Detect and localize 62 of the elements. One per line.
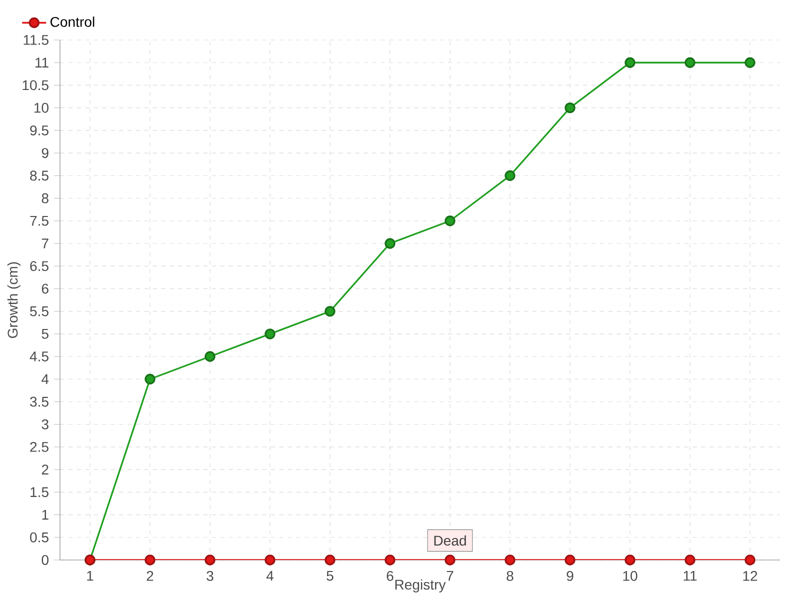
legend-label: Control: [50, 16, 94, 27]
point: [144, 374, 156, 384]
y-tick-label: 3.5: [30, 396, 48, 407]
point: [684, 57, 696, 68]
x-tick-label: 6: [386, 570, 394, 581]
x-tick-label: 4: [266, 570, 274, 581]
y-tick-label: 1: [42, 510, 48, 520]
point: [324, 306, 336, 317]
y-tick-label: 6.5: [30, 261, 48, 272]
y-tick-label: 1.5: [30, 487, 48, 498]
y-tick-label: 6: [42, 284, 48, 294]
y-axis-title: Growth (cm): [7, 262, 20, 338]
x-tick-label: 2: [146, 570, 154, 581]
point: [264, 554, 276, 566]
y-tick-label: 7.5: [30, 216, 48, 226]
point: [204, 554, 216, 566]
x-tick-label: 7: [446, 570, 454, 581]
point: [384, 238, 396, 249]
point: [264, 328, 276, 340]
y-tick-label: 8.5: [30, 170, 48, 181]
y-tick-label: 11.5: [24, 35, 48, 45]
y-tick-label: 3: [42, 419, 48, 430]
point: [624, 554, 636, 566]
y-tick-label: 4.5: [30, 352, 48, 362]
y-tick-label: 9: [42, 148, 48, 158]
point: [624, 57, 636, 68]
x-tick-label: 8: [506, 570, 514, 581]
x-tick-label: 9: [566, 570, 574, 581]
y-tick-label: 7: [42, 238, 48, 248]
point: [504, 554, 516, 566]
point: [504, 170, 516, 181]
y-tick-label: 5.5: [30, 306, 48, 316]
x-tick-label: 5: [326, 570, 334, 581]
y-tick-label: 0.5: [30, 532, 48, 542]
point: [384, 554, 396, 566]
y-tick-label: 8: [42, 193, 48, 204]
point: [684, 554, 696, 566]
y-tick-label: 0: [42, 555, 48, 565]
y-tick-label: 10.5: [22, 80, 48, 90]
y-tick-label: 9.5: [30, 125, 48, 136]
point: [324, 554, 336, 566]
point: [564, 554, 576, 566]
y-tick-label: 11: [36, 58, 48, 68]
point: [744, 554, 756, 566]
x-tick-label: 10: [623, 570, 638, 581]
y-tick-label: 2: [42, 464, 48, 474]
annotation: Dead: [434, 535, 466, 546]
x-tick-label: 11: [684, 570, 697, 581]
x-axis-title: Registry: [395, 579, 446, 592]
y-tick-label: 2.5: [30, 442, 48, 452]
point: [144, 554, 156, 566]
point: [744, 57, 756, 68]
y-tick-label: 10: [34, 102, 48, 113]
y-tick-label: 4: [42, 374, 49, 384]
x-tick-label: 1: [87, 570, 94, 581]
point: [444, 554, 456, 566]
point: [204, 351, 216, 362]
point: [444, 216, 456, 226]
y-tick-label: 5: [42, 329, 48, 339]
x-tick-label: 3: [206, 570, 214, 581]
x-tick-label: 12: [743, 570, 758, 581]
point: [564, 102, 576, 114]
